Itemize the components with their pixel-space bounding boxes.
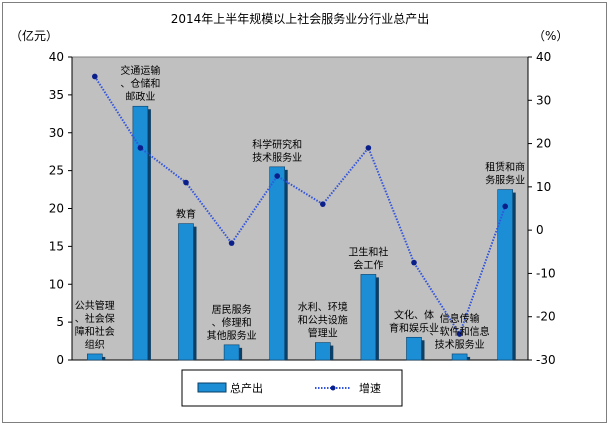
category-label: 会工作 [353,258,383,271]
line-series [92,73,509,337]
right-tick-label: -20 [536,310,556,324]
bar [178,223,194,361]
category-label: 邮政业 [125,90,155,103]
bar [451,353,468,361]
left-tick-label: 5 [56,315,64,329]
line-point [274,173,281,179]
category-label: 公共管理 [75,299,115,312]
legend-line-label: 增速 [359,381,381,395]
right-tick-label: -30 [536,353,556,367]
left-tick-label: 10 [49,277,64,291]
category-label: 卫生和社 [348,245,388,258]
line-point [411,259,417,266]
bar [360,274,377,361]
left-tick-label: 35 [49,88,64,102]
category-label: 务服务业 [485,174,525,187]
category-label: 水利、环境 [298,301,348,314]
left-tick-label: 25 [49,164,64,178]
category-label: 教育 [176,208,196,221]
bar [269,166,286,361]
category-label: 育和娱乐业 [389,321,439,334]
category-label: 障和社会 [75,325,115,338]
category-label: 、仓储和 [120,77,160,90]
category-label: 、修理和 [212,316,252,329]
right-tick-label: 30 [536,93,551,107]
left-tick-label: 0 [56,353,64,367]
chart-title: 2014年上半年规模以上社会服务业分行业总产出 [171,11,430,26]
right-tick-label: 0 [536,223,544,237]
bar [132,105,149,361]
left-tick-label: 15 [49,239,64,253]
category-label: 和公共设施 [298,314,348,327]
category-label: 、软件和信息 [430,325,490,338]
line-point [183,179,189,186]
legend-line-marker [330,385,336,391]
line-point [228,240,235,246]
category-label: 管理业 [308,327,338,340]
line-point [456,331,463,337]
left-axis: 0 5 10 15 20 25 30 35 40 [49,50,528,367]
bar [314,342,331,361]
bar [87,353,103,361]
category-label: 信息传输 [440,312,480,325]
left-tick-label: 40 [49,50,64,64]
line-point [92,73,98,80]
category-label: 、社会保 [75,312,115,325]
category-label: 交通运输 [120,64,160,77]
legend-bar-swatch [197,382,227,393]
line-point [365,145,372,151]
category-label: 技术服务业 [252,151,302,164]
left-tick-label: 30 [49,126,64,140]
right-axis-unit: （%） [533,29,568,43]
right-tick-label: 10 [536,180,551,194]
right-tick-label: -10 [536,266,556,280]
legend: 总产出 增速 [181,369,403,407]
category-label: 科学研究和 [252,138,302,151]
category-label: 组织 [85,338,105,351]
legend-bar-label: 总产出 [230,381,263,395]
bar [497,189,514,361]
line-point [137,145,144,151]
line-point [502,203,509,210]
category-label: 其他服务业 [207,329,257,342]
bar [406,336,422,361]
category-label: 租赁和商 [485,161,525,174]
left-tick-label: 20 [49,202,64,216]
category-label: 文化、体 [394,308,434,321]
left-axis-unit: （亿元） [10,28,58,43]
bar [223,344,240,361]
category-label: 技术服务业 [435,338,485,351]
right-axis: -30 -20 -10 0 10 20 30 40 [527,50,556,367]
line-point [320,201,326,207]
bar-series [87,105,516,361]
category-label: 居民服务 [212,303,252,316]
right-tick-label: 40 [536,50,551,64]
right-tick-label: 20 [536,137,551,151]
